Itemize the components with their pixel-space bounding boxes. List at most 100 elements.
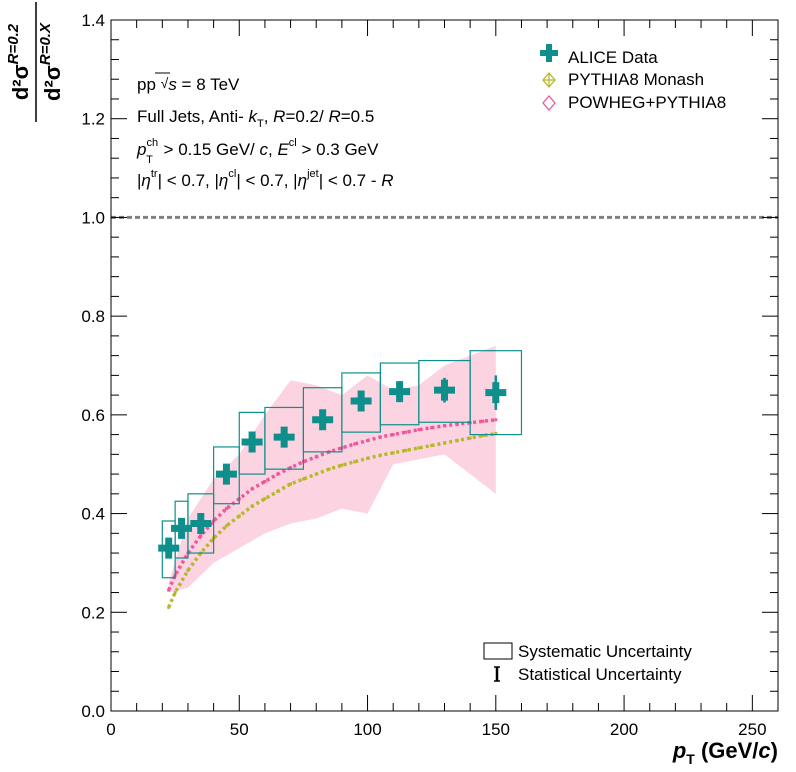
y-tick-label: 0.6 [81, 406, 105, 425]
alice-marker [273, 426, 295, 448]
legend-label-statistical: Statistical Uncertainty [518, 665, 682, 684]
x-tick-label: 200 [610, 720, 638, 739]
pythia-curve-point [468, 436, 472, 440]
y-axis-title: d²σR=0.X d²σR=0.2 [5, 2, 65, 122]
powheg-curve-point [199, 534, 203, 538]
powheg-curve-point [263, 479, 267, 483]
powheg-curve-point [443, 424, 446, 428]
legend: ALICE Data PYTHIA8 Monash POWHEG+PYTHIA8 [540, 44, 726, 112]
y-tick-label: 0.0 [81, 702, 105, 721]
systematic-box [469, 350, 523, 436]
alice-marker [171, 517, 193, 539]
powheg-curve-point [289, 466, 293, 470]
powheg-curve-point [224, 507, 228, 511]
pythia-curve-point [494, 432, 498, 436]
alice-marker [158, 537, 180, 559]
legend-marker-powheg [542, 95, 556, 111]
annotation-block: pp √s = 8 TeV Full Jets, Anti- kT, R=0.2… [136, 72, 394, 190]
pythia-curve-point [391, 451, 395, 455]
alice-data-point [350, 390, 372, 412]
x-tick-label: 250 [738, 720, 766, 739]
y-title-num-sup: R=0.2 [5, 23, 22, 64]
alice-marker [215, 463, 237, 485]
axes: 0.0 0.2 0.4 0.6 0.8 1.0 1.2 1.4 0 50 100 150 200 250 [81, 11, 779, 739]
x-tick-label: 150 [482, 720, 510, 739]
y-tick-label: 0.4 [81, 505, 105, 524]
legend-sys-box [483, 642, 513, 660]
alice-data-point [485, 375, 507, 410]
pythia-curve-point [314, 472, 318, 476]
powheg-curve-point [353, 442, 357, 446]
powheg-curve-point [314, 455, 318, 459]
powheg-curve-point [366, 439, 370, 443]
legend-stat-bar [494, 666, 500, 682]
pythia-curve-point [186, 568, 190, 572]
pythia-curve-point [340, 463, 344, 467]
svg-text:d²σR=0.2: d²σR=0.2 [5, 23, 33, 100]
pythia-curve-point [327, 467, 331, 471]
x-tick-label: 50 [230, 720, 249, 739]
alice-marker [389, 381, 411, 403]
pythia-curve-point [250, 504, 254, 508]
pythia-curve-point [167, 605, 171, 609]
annotation-eta: |ηtr| < 0.7, |ηcl| < 0.7, |ηjet| < 0.7 -… [137, 168, 394, 190]
alice-marker [190, 512, 212, 534]
y-tick-label: 1.0 [81, 208, 105, 227]
pythia-curve-point [378, 453, 382, 457]
alice-data-point [241, 431, 263, 453]
alice-marker [350, 390, 372, 412]
y-tick-label: 1.2 [81, 110, 105, 129]
x-tick-label: 0 [106, 720, 115, 739]
legend-label-systematic: Systematic Uncertainty [518, 642, 692, 661]
powheg-curve-point [404, 430, 408, 434]
powheg-curve-point [430, 426, 434, 430]
annotation-jets: Full Jets, Anti- kT, R=0.2/ R=0.5 [137, 107, 374, 130]
alice-marker [434, 379, 455, 401]
powheg-curve-point [494, 418, 498, 422]
x-tick-label: 100 [353, 720, 381, 739]
pythia-curve-point [455, 439, 459, 443]
y-title-den-sup: R=0.X [37, 22, 54, 65]
legend-label-pythia: PYTHIA8 Monash [568, 70, 704, 89]
alice-marker [485, 382, 507, 404]
pythia-curve-point [301, 477, 305, 481]
legend-label-alice: ALICE Data [568, 48, 658, 67]
legend-marker-pythia [542, 72, 556, 88]
pythia-curve-point [443, 441, 446, 445]
alice-marker [241, 431, 263, 453]
pythia-curve-point [353, 460, 357, 464]
uncertainty-legend: Systematic Uncertainty Statistical Uncer… [483, 642, 692, 684]
pythia-curve-point [404, 448, 408, 452]
legend-label-powheg: POWHEG+PYTHIA8 [568, 93, 726, 112]
svg-text:d²σR=0.X: d²σR=0.X [37, 22, 65, 101]
powheg-curve-point [417, 428, 421, 432]
data-points [158, 375, 507, 559]
pythia-curve-point [289, 482, 293, 486]
legend-marker-alice [540, 44, 558, 62]
alice-data-point [273, 426, 295, 448]
alice-data-point [312, 409, 334, 431]
pythia-curve-point [366, 456, 370, 460]
y-tick-label: 0.2 [81, 603, 105, 622]
y-title-denominator: d²σ [40, 65, 65, 101]
powheg-band-area [168, 345, 496, 593]
pythia-curve-point [237, 514, 241, 518]
pythia-curve-point [263, 497, 267, 501]
systematic-box [187, 493, 215, 554]
systematic-box [213, 446, 240, 505]
powheg-curve-point [276, 472, 280, 476]
alice-data-point [171, 517, 193, 539]
y-tick-label: 1.4 [81, 11, 105, 30]
alice-data-point [158, 537, 180, 559]
pythia-curve-point [173, 591, 177, 595]
alice-data-point [215, 463, 237, 485]
powheg-curve-point [455, 422, 459, 426]
annotation-cuts: pch T > 0.15 GeV/ c, Ecl > 0.3 GeV [136, 137, 379, 166]
powheg-curve-point [481, 419, 485, 423]
pythia-curve-point [430, 443, 434, 447]
pythia-curve-point [224, 524, 228, 528]
powheg-curve-point [391, 433, 395, 437]
x-axis-title: pT (GeV/c) [672, 738, 778, 767]
pythia-curve-point [481, 434, 485, 438]
